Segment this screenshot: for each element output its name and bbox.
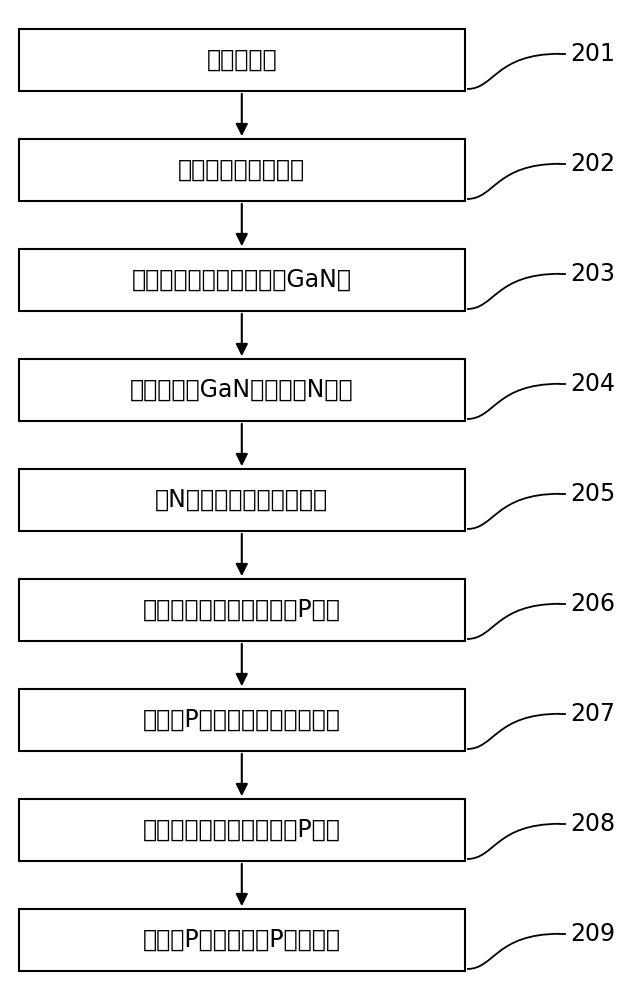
Text: 在高温P型层上生长P型接触层: 在高温P型层上生长P型接触层 [143, 928, 341, 952]
Bar [19, 249, 465, 311]
Text: 203: 203 [570, 262, 615, 286]
Text: 201: 201 [570, 42, 615, 66]
Text: 提供一衬底: 提供一衬底 [206, 48, 277, 72]
Text: 208: 208 [570, 812, 615, 836]
Text: 在缓冲层上生长未掺杂的GaN层: 在缓冲层上生长未掺杂的GaN层 [132, 268, 352, 292]
Bar [19, 29, 465, 91]
Text: 在N型层上生长多量子阱层: 在N型层上生长多量子阱层 [155, 488, 329, 512]
Bar [19, 909, 465, 971]
Bar [19, 579, 465, 641]
Text: 在多量子阱层上生长低温P型层: 在多量子阱层上生长低温P型层 [143, 598, 341, 622]
Text: 在电子阻挡层上生长高温P型层: 在电子阻挡层上生长高温P型层 [143, 818, 341, 842]
Text: 在衬底上生长缓冲层: 在衬底上生长缓冲层 [178, 158, 306, 182]
Text: 209: 209 [570, 922, 615, 946]
Text: 在未掺杂的GaN层上生长N型层: 在未掺杂的GaN层上生长N型层 [130, 378, 353, 402]
Text: 206: 206 [570, 592, 615, 616]
Bar [19, 689, 465, 751]
Text: 202: 202 [570, 152, 615, 176]
Bar [19, 359, 465, 421]
Text: 在低温P型层上生长电子阻挡层: 在低温P型层上生长电子阻挡层 [143, 708, 341, 732]
Text: 204: 204 [570, 372, 615, 396]
Text: 205: 205 [570, 482, 615, 506]
Bar [19, 799, 465, 861]
Bar [19, 139, 465, 201]
Text: 207: 207 [570, 702, 615, 726]
Bar [19, 469, 465, 531]
